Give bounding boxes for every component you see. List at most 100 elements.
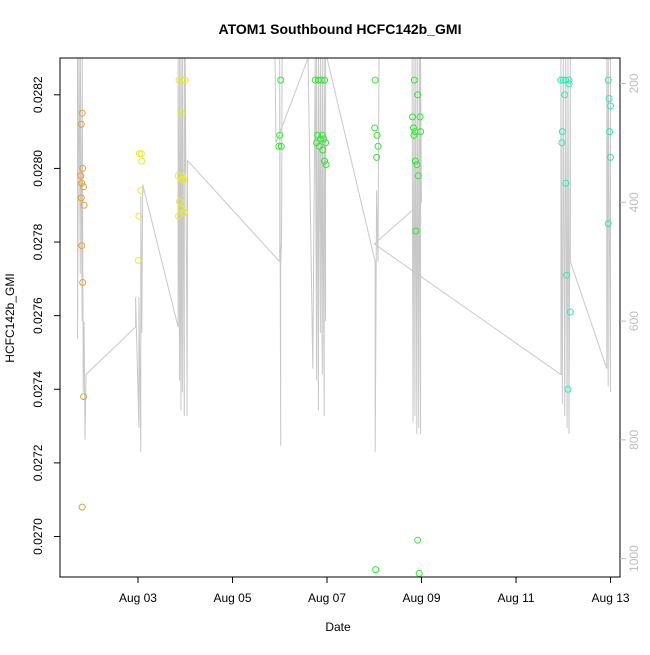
series-2 [275,76,425,577]
pressure-line-layer [77,58,611,452]
x-tick-label: Aug 07 [308,591,346,605]
data-point [412,227,420,235]
data-point [78,179,86,187]
series-0 [77,109,88,511]
data-point [78,503,86,511]
x-tick-label: Aug 05 [213,591,251,605]
y2-tick-label: 1000 [627,545,641,572]
chart-title: ATOM1 Southbound HCFC142b_GMI [219,21,462,37]
y-tick-label: 0.0270 [31,518,45,555]
y-tick-label: 0.0272 [31,444,45,481]
data-point [78,109,86,117]
data-point [416,113,424,121]
data-point [321,157,329,165]
data-point [417,128,425,136]
data-point [321,76,329,84]
x-tick-label: Aug 09 [402,591,440,605]
data-point [557,76,565,84]
data-point [319,146,327,154]
data-point [137,150,145,158]
y2-tick-label: 600 [627,311,641,331]
data-point [604,76,612,84]
data-point [414,536,422,544]
data-point [77,194,85,202]
data-point [371,76,379,84]
data-point [134,256,142,264]
y2-tick-label: 800 [627,429,641,449]
data-point [371,124,379,132]
data-point [78,242,86,250]
data-point [275,142,283,150]
data-point [373,153,381,161]
data-point [77,172,85,180]
data-point [176,198,184,206]
y-tick-label: 0.0282 [31,76,45,113]
data-point [320,135,328,143]
data-point [135,212,143,220]
data-point [77,120,85,128]
data-point [316,135,324,143]
data-point [135,150,143,158]
data-point [563,271,571,279]
data-point [79,279,87,286]
data-point [318,131,326,139]
axes-layer: Aug 03 Aug 05 Aug 07 Aug 09 Aug 11 Aug 13 0.02… [31,57,641,605]
data-point [558,139,566,147]
data-point [322,139,330,147]
data-point [607,153,614,161]
data-point [181,209,189,217]
data-point [558,128,566,136]
plot-frame [59,57,621,578]
data-point [411,157,419,165]
series-3 [557,76,614,393]
data-point [414,172,422,180]
data-point [178,109,185,117]
data-point [565,76,573,84]
y-tick-label: 0.0278 [31,223,45,260]
y-tick-label: 0.0276 [31,297,45,334]
data-point [409,113,416,121]
data-point [79,164,87,172]
data-point [179,209,187,217]
data-point [566,308,574,316]
data-point [373,131,381,139]
data-point [277,142,285,150]
data-point [175,212,183,220]
series-1 [134,76,189,264]
data-point [606,128,614,136]
data-point [415,569,423,577]
data-point [564,385,572,393]
data-point [604,220,612,228]
data-point [322,161,330,169]
data-point [414,91,422,99]
data-point [80,183,88,191]
data-point [317,76,325,84]
y-tick-label: 0.0280 [31,150,45,187]
data-point [413,161,421,169]
data-point [179,76,187,84]
y-tick-label: 0.0274 [31,371,45,408]
data-point [605,95,613,102]
y-axis-label: HCFC142b_GMI [3,273,17,362]
data-point [561,91,569,99]
data-point [410,76,418,84]
data-point [177,205,185,213]
y2-tick-label: 200 [627,73,641,93]
data-point [277,76,285,84]
data-point [80,393,88,401]
x-tick-label: Aug 03 [119,591,157,605]
data-point [181,76,189,84]
x-tick-label: Aug 13 [592,591,630,605]
data-point [180,176,188,183]
data-point [374,142,382,150]
data-point [138,157,146,165]
data-point [565,80,573,88]
y2-tick-label: 400 [627,192,641,212]
data-point [174,172,182,180]
data-point [372,566,380,574]
data-point [178,176,186,183]
data-point [410,124,417,132]
data-point [607,102,614,110]
